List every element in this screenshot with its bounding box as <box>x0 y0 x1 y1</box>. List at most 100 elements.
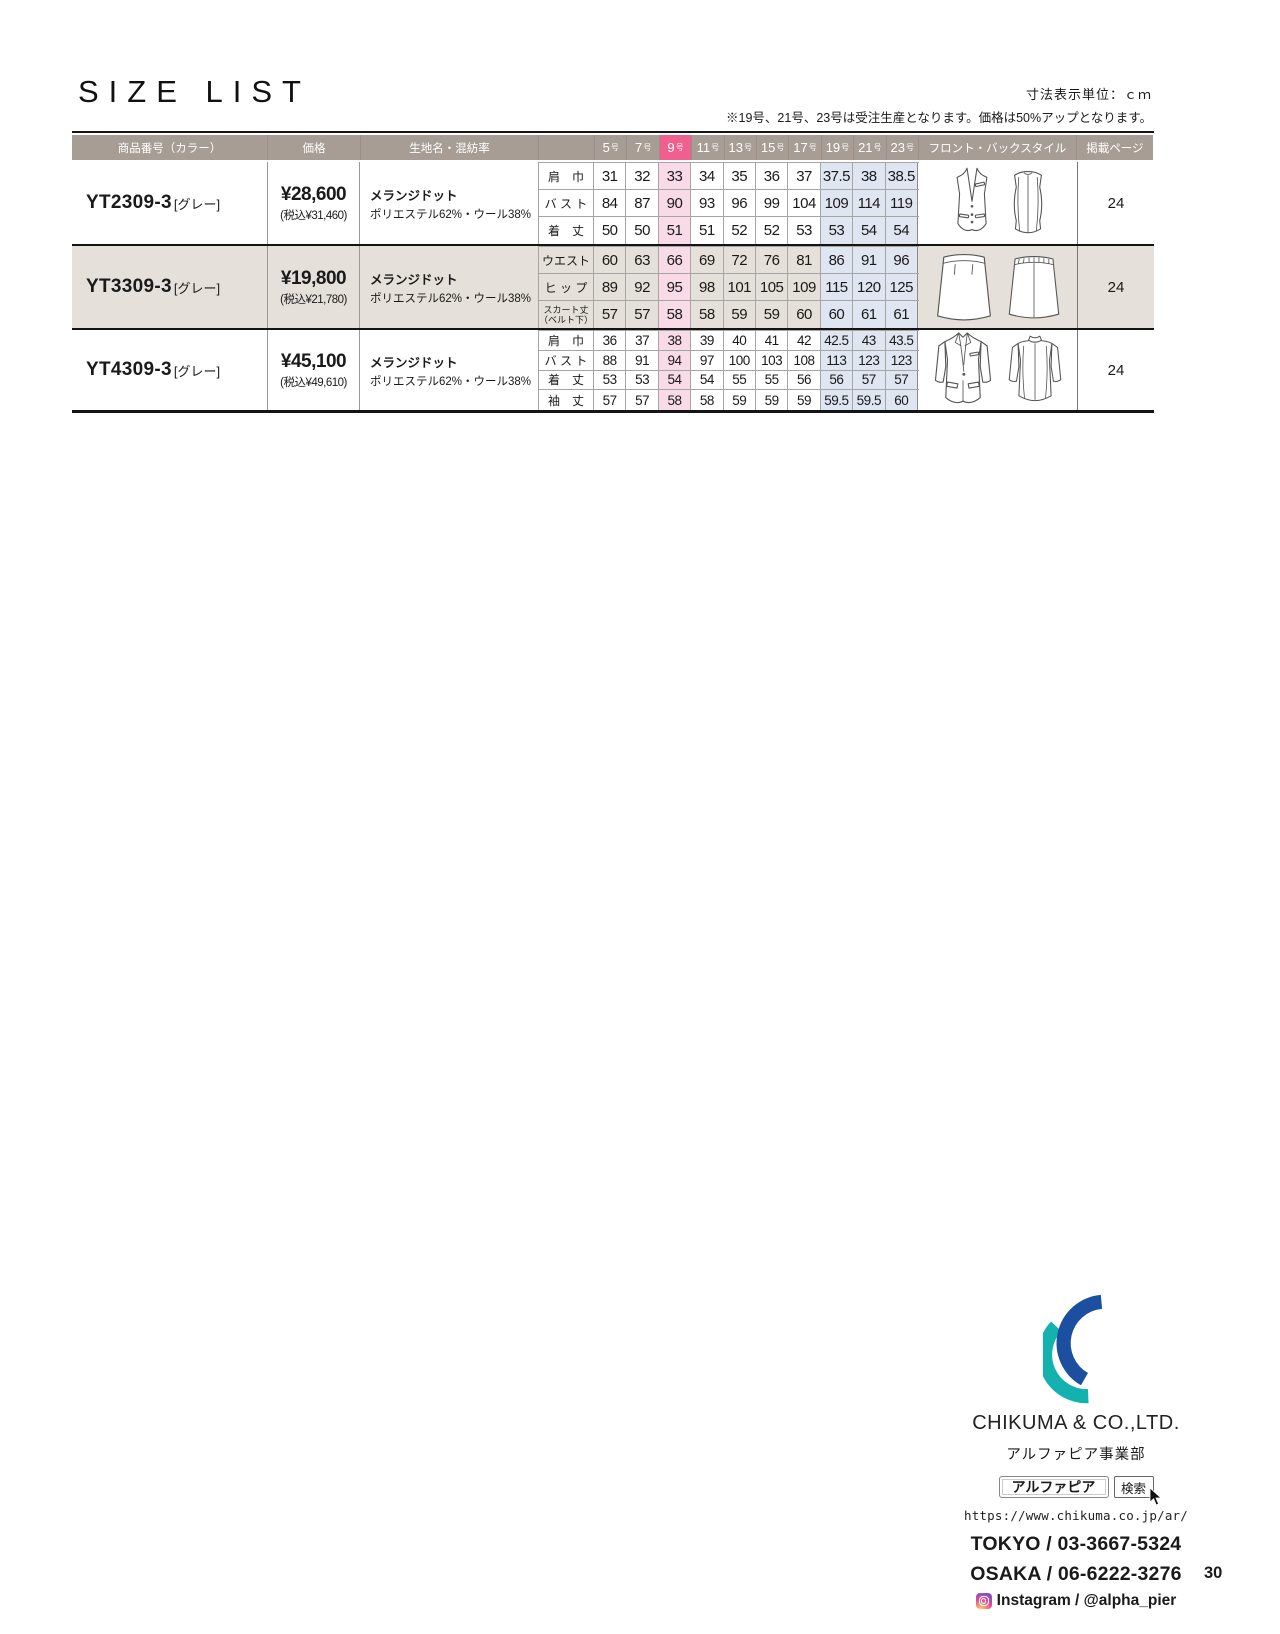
product-cell: YT3309-3 [グレー] <box>72 246 267 328</box>
price-tax: (税込¥21,780) <box>280 293 347 306</box>
measurement-value: 59 <box>788 390 821 410</box>
measurement-label: 肩 巾 <box>538 331 594 350</box>
measurement-value: 109 <box>788 274 821 300</box>
measurement-label: バ ス ト <box>538 190 594 216</box>
col-header-size: 11 号 <box>691 135 724 160</box>
measurement-value: 42 <box>788 331 821 350</box>
measurement-value: 119 <box>885 190 918 216</box>
website-url[interactable]: https://www.chikuma.co.jp/ar/ <box>963 1508 1189 1523</box>
company-name: CHIKUMA & CO.,LTD. <box>972 1412 1180 1434</box>
measurement-value: 99 <box>756 190 789 216</box>
measurement-value: 38 <box>658 331 692 350</box>
measurement-value: 51 <box>691 217 724 244</box>
measurement-value: 96 <box>885 247 918 273</box>
measurement-value: 60 <box>820 301 854 328</box>
measurement-row: 袖 丈 57 57 58 58 59 59 59 59.5 59.5 60 <box>538 390 919 410</box>
unit-note: 寸法表示単位：ｃｍ <box>1025 87 1152 102</box>
col-header-product: 商品番号（カラー） <box>72 135 267 160</box>
search-input[interactable]: アルファピア <box>998 1476 1109 1498</box>
fabric-name: メランジドット <box>370 188 458 203</box>
fabric-mix: ポリエステル62%・ウール38% <box>370 292 532 305</box>
table-body: YT2309-3 [グレー] ¥28,600 (税込¥31,460) メランジドット ポリ… <box>72 162 1154 410</box>
col-header-style: フロント・バックスタイル <box>917 135 1076 160</box>
garment-illustration <box>919 246 1077 328</box>
measurement-value: 56 <box>820 370 854 390</box>
search-button[interactable]: 検索 <box>1113 1476 1162 1506</box>
measurement-row: ウエスト 60 63 66 69 72 76 81 86 91 96 <box>538 247 919 274</box>
price-tax: (税込¥31,460) <box>280 209 347 222</box>
price-cell: ¥45,100 (税込¥49,610) <box>267 330 360 410</box>
measurement-value: 113 <box>820 350 854 370</box>
measurement-row: 肩 巾 31 32 33 34 35 36 37 37.5 38 38.5 <box>538 163 919 190</box>
measurement-value: 55 <box>756 370 789 390</box>
measurement-value: 84 <box>594 190 627 216</box>
fabric-name: メランジドット <box>370 355 458 370</box>
price-main: ¥19,800 <box>280 267 347 289</box>
measurement-row: ヒ ッ プ 89 92 95 98 101 105 109 115 120 125 <box>538 274 919 301</box>
measurement-value: 53 <box>788 217 821 244</box>
measurement-value: 43.5 <box>885 331 918 350</box>
measurement-value: 43 <box>853 331 886 350</box>
measurement-value: 33 <box>658 163 692 189</box>
product-code: YT4309-3 <box>86 359 172 380</box>
measurement-value: 60 <box>788 301 821 328</box>
measurement-value: 35 <box>724 163 756 189</box>
measurement-value: 36 <box>594 331 627 350</box>
measurement-value: 36 <box>756 163 789 189</box>
measurement-value: 96 <box>724 190 756 216</box>
fabric-cell: メランジドット ポリエステル62%・ウール38% <box>360 330 538 410</box>
price-cell: ¥19,800 (税込¥21,780) <box>267 246 360 328</box>
measurement-value: 61 <box>885 301 918 328</box>
measurement-value: 87 <box>626 190 659 216</box>
col-header-price: 価格 <box>267 135 360 160</box>
instagram-handle[interactable]: Instagram / @alpha_pier <box>996 1592 1177 1609</box>
col-header-measure-label <box>538 135 594 160</box>
measurement-value: 92 <box>626 274 659 300</box>
garment-illustration <box>919 162 1077 244</box>
vest-front-illustration <box>956 167 988 232</box>
measurement-value: 59.5 <box>853 390 886 410</box>
measurement-label: ヒ ッ プ <box>538 274 594 300</box>
measurement-value: 66 <box>658 247 692 273</box>
measurement-row: スカート丈 （ベルト下） 57 57 58 58 59 59 60 60 61 61 <box>538 301 919 328</box>
measurement-value: 59 <box>756 301 789 328</box>
measurement-value: 91 <box>853 247 886 273</box>
order-note: ※19号、21号、23号は受注生産となります。価格は50%アップとなります。 <box>726 111 1152 125</box>
measurement-value: 72 <box>724 247 756 273</box>
measurement-value: 34 <box>691 163 724 189</box>
measurement-value: 50 <box>626 217 659 244</box>
price-main: ¥45,100 <box>280 350 347 372</box>
cursor-icon <box>1149 1488 1162 1506</box>
product-color: [グレー] <box>173 280 221 296</box>
measurement-value: 115 <box>820 274 854 300</box>
measurement-label: スカート丈 （ベルト下） <box>538 301 594 328</box>
measurement-row: 肩 巾 36 37 38 39 40 41 42 42.5 43 43.5 <box>538 331 919 351</box>
measurement-value: 53 <box>820 217 854 244</box>
measurement-grid: 肩 巾 36 37 38 39 40 41 42 42.5 43 43.5 バ ス ト 88 91 94 97… <box>538 330 919 410</box>
product-row: YT2309-3 [グレー] ¥28,600 (税込¥31,460) メランジドット ポリ… <box>72 162 1154 244</box>
measurement-value: 114 <box>853 190 886 216</box>
measurement-value: 59.5 <box>820 390 854 410</box>
instagram-icon <box>975 1593 992 1609</box>
table-header-row: 商品番号（カラー） 価格 生地名・混紡率 5 号 7 号 9 号 11 号 13 号 15 号 17 号 1… <box>72 135 1154 160</box>
fabric-mix: ポリエステル62%・ウール38% <box>370 208 532 221</box>
chikuma-logo <box>1043 1294 1103 1404</box>
measurement-value: 57 <box>594 301 627 328</box>
measurement-value: 94 <box>658 350 692 370</box>
col-header-fabric: 生地名・混紡率 <box>360 135 538 160</box>
vest-back-illustration <box>1013 171 1043 234</box>
page-number: 30 <box>1204 1564 1223 1582</box>
measurement-value: 31 <box>594 163 627 189</box>
instagram-row: Instagram / @alpha_pier <box>930 1592 1222 1610</box>
product-row: YT3309-3 [グレー] ¥19,800 (税込¥21,780) メランジドット ポリ… <box>72 244 1154 328</box>
measurement-value: 89 <box>594 274 627 300</box>
measurement-value: 59 <box>724 301 756 328</box>
measurement-value: 108 <box>788 350 821 370</box>
measurement-value: 52 <box>756 217 789 244</box>
measurement-value: 93 <box>691 190 724 216</box>
measurement-value: 123 <box>885 350 918 370</box>
measurement-value: 32 <box>626 163 659 189</box>
col-header-size: 17 号 <box>788 135 821 160</box>
fabric-cell: メランジドットポリエステル62%・ウール38% <box>360 162 538 244</box>
